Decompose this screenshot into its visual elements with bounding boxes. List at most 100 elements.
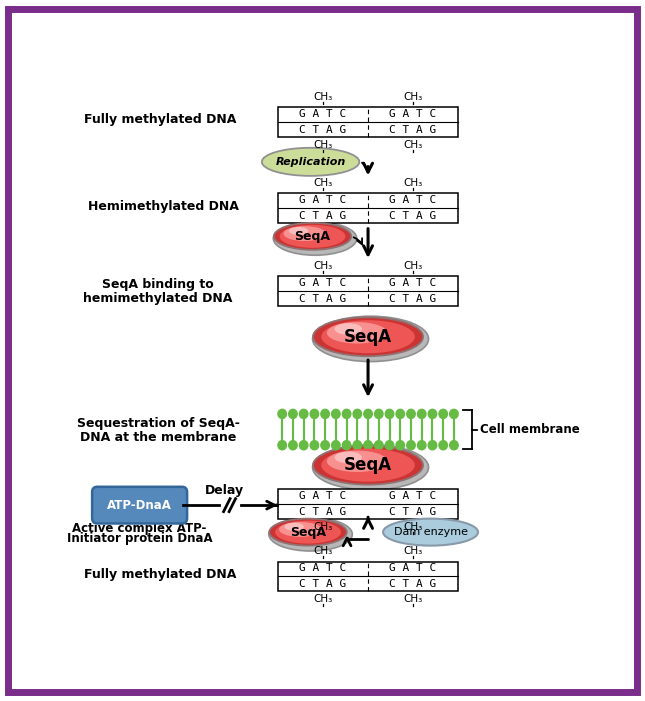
Circle shape [299,441,308,450]
Ellipse shape [280,225,346,248]
Bar [278,276,458,306]
Text: Sequestration of SeqA-: Sequestration of SeqA- [77,416,239,430]
Text: CH₃: CH₃ [403,522,422,532]
Ellipse shape [327,451,387,472]
Circle shape [332,409,340,418]
Text: G A T C: G A T C [390,491,437,501]
Text: CH₃: CH₃ [403,178,422,188]
Text: C T A G: C T A G [390,125,437,135]
Text: C T A G: C T A G [299,507,347,517]
Circle shape [396,441,404,450]
Circle shape [428,441,437,450]
Ellipse shape [313,316,428,362]
Text: CH₃: CH₃ [313,594,333,604]
Circle shape [321,409,330,418]
Circle shape [289,409,297,418]
Text: Fully methylated DNA: Fully methylated DNA [84,114,237,126]
Ellipse shape [321,449,415,482]
Text: Delay: Delay [204,484,244,497]
Circle shape [278,409,286,418]
Text: C T A G: C T A G [390,580,437,590]
Text: G A T C: G A T C [299,491,347,501]
Text: Active complex ATP-: Active complex ATP- [72,522,207,535]
Ellipse shape [327,322,387,343]
Circle shape [375,441,383,450]
Text: C T A G: C T A G [390,294,437,304]
Text: SeqA: SeqA [295,230,331,243]
Circle shape [375,409,383,418]
Text: CH₃: CH₃ [313,546,333,556]
Text: G A T C: G A T C [390,564,437,573]
Text: C T A G: C T A G [390,211,437,222]
Circle shape [396,409,404,418]
Text: C T A G: C T A G [299,294,347,304]
Text: CH₃: CH₃ [313,139,333,150]
Text: G A T C: G A T C [299,109,347,119]
Text: G A T C: G A T C [390,109,437,119]
Circle shape [417,409,426,418]
FancyBboxPatch shape [92,486,187,524]
Text: CH₃: CH₃ [313,261,333,271]
Text: CH₃: CH₃ [403,139,422,150]
Ellipse shape [335,451,362,463]
Circle shape [342,441,351,450]
Ellipse shape [289,227,308,235]
Circle shape [428,409,437,418]
Ellipse shape [275,521,341,543]
Circle shape [417,441,426,450]
Bar [278,193,458,223]
Text: Dam enzyme: Dam enzyme [393,527,468,537]
Ellipse shape [274,223,352,250]
Text: SeqA binding to: SeqA binding to [102,278,214,291]
Text: G A T C: G A T C [299,564,347,573]
Circle shape [439,409,448,418]
Ellipse shape [279,522,322,537]
Ellipse shape [313,444,428,490]
Bar [278,489,458,519]
Text: C T A G: C T A G [390,507,437,517]
Circle shape [450,409,458,418]
Circle shape [310,441,319,450]
Text: G A T C: G A T C [390,278,437,288]
Text: G A T C: G A T C [299,196,347,205]
Text: DNA at the membrane: DNA at the membrane [80,431,236,444]
Circle shape [289,441,297,450]
Circle shape [278,441,286,450]
Text: Replication: Replication [275,157,346,167]
Text: CH₃: CH₃ [313,522,333,532]
Text: SeqA: SeqA [344,328,392,346]
Text: Cell membrane: Cell membrane [480,423,579,436]
Bar [277,419,459,440]
Ellipse shape [284,226,326,241]
Ellipse shape [321,320,415,353]
Circle shape [332,441,340,450]
Circle shape [364,441,372,450]
Ellipse shape [262,148,359,176]
Text: G A T C: G A T C [299,278,347,288]
Text: CH₃: CH₃ [403,261,422,271]
Ellipse shape [313,446,423,484]
Circle shape [385,409,393,418]
Circle shape [439,441,448,450]
Circle shape [353,441,362,450]
Text: CH₃: CH₃ [403,594,422,604]
Text: G A T C: G A T C [390,196,437,205]
Ellipse shape [269,517,352,551]
Text: CH₃: CH₃ [403,546,422,556]
Text: CH₃: CH₃ [313,178,333,188]
Ellipse shape [284,523,304,531]
Circle shape [407,441,415,450]
Circle shape [364,409,372,418]
Bar [278,107,458,137]
Circle shape [299,409,308,418]
Text: Hemimethylated DNA: Hemimethylated DNA [88,200,239,212]
Circle shape [407,409,415,418]
Circle shape [385,441,393,450]
Circle shape [310,409,319,418]
Text: C T A G: C T A G [299,125,347,135]
Ellipse shape [335,323,362,335]
Text: CH₃: CH₃ [313,92,333,102]
Text: C T A G: C T A G [299,580,347,590]
Text: SeqA: SeqA [344,456,392,474]
Text: CH₃: CH₃ [403,92,422,102]
